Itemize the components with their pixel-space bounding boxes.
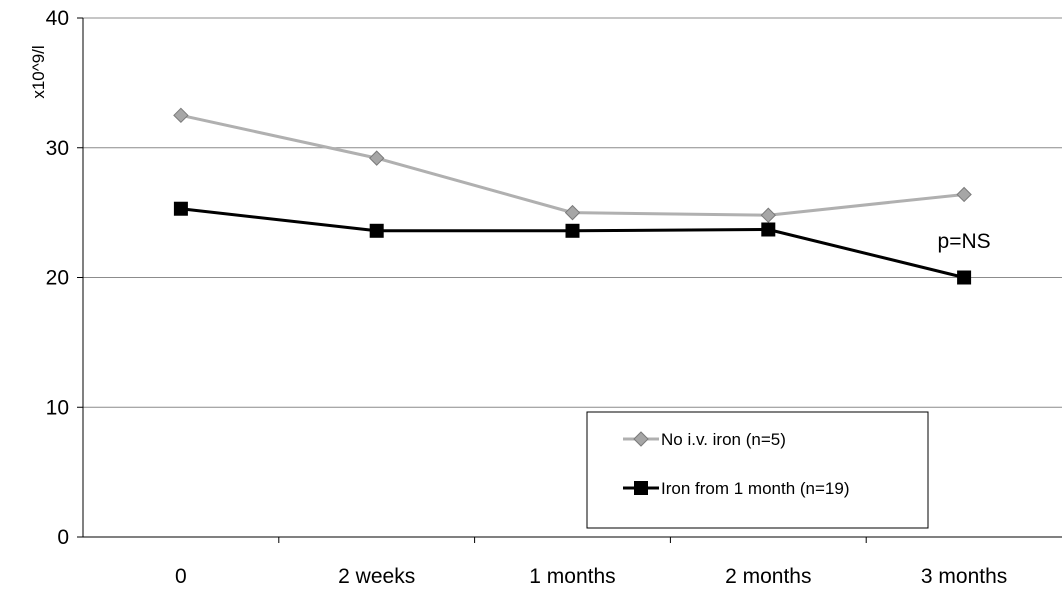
legend-marker-square [634,481,648,495]
data-point-square [369,223,384,238]
y-tick-label: 20 [46,267,69,290]
data-point-diamond [368,150,385,166]
data-point-square [173,201,188,216]
x-tick-label: 1 months [529,565,615,588]
data-point-diamond [760,207,777,223]
series-layer [173,107,972,285]
data-point-diamond [956,186,972,203]
series-line [180,113,965,217]
legend-item-0: No i.v. iron (n=5) [623,430,786,449]
y-tick-label: 0 [57,526,69,549]
data-point-square [957,270,972,285]
y-axis-title: x10^9/l [29,45,48,98]
x-tick-label: 2 weeks [338,565,415,588]
axes: x10^9/l 0 10 20 30 40 0 2 weeks 1 months 2 month… [29,7,1062,588]
legend-box [586,411,929,529]
data-point-square [761,222,776,237]
annotation-p-value: p=NS [938,230,991,253]
legend-item-1: Iron from 1 month (n=19) [623,479,850,498]
data-point-diamond [564,204,581,221]
x-tick-label: 3 months [921,565,1007,588]
legend-label: No i.v. iron (n=5) [661,430,786,449]
legend: No i.v. iron (n=5) Iron from 1 month (n=1… [586,411,929,529]
data-point-diamond [173,107,189,124]
series-1 [173,201,972,285]
legend-marker-diamond [633,431,649,447]
annotations: p=NS [938,230,991,253]
y-tick-label: 40 [46,7,69,30]
x-tick-label: 2 months [725,565,811,588]
y-tick-label: 30 [46,137,69,160]
series-0 [173,107,972,223]
y-tick-label: 10 [46,396,69,419]
gridlines [83,17,1062,408]
legend-label: Iron from 1 month (n=19) [661,479,850,498]
data-point-square [565,223,580,238]
x-tick-label: 0 [175,565,187,588]
